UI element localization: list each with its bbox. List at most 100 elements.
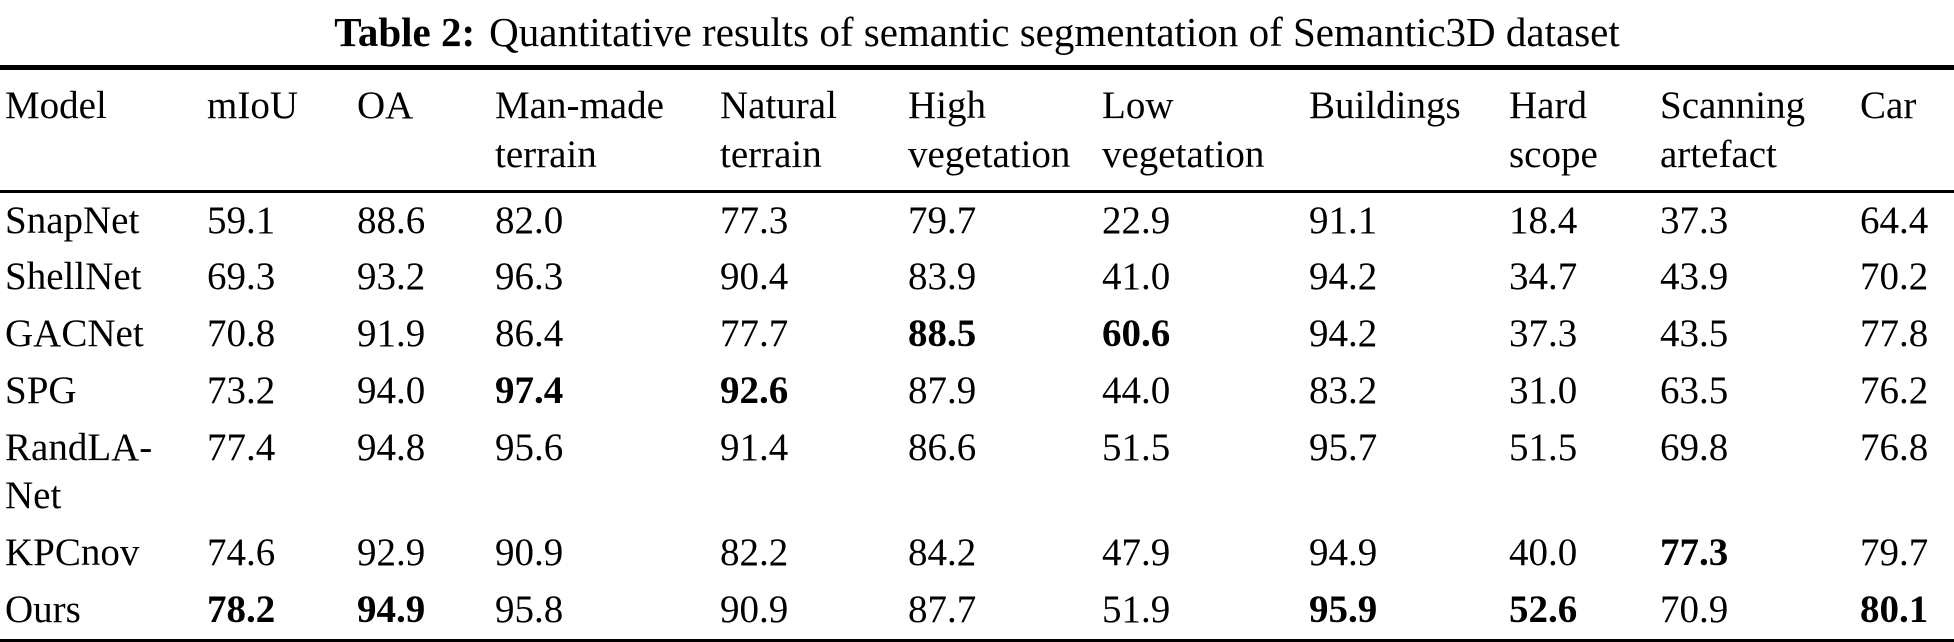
table-cell: 79.7	[908, 198, 977, 242]
table-row-snapnet: SnapNet 59.1 88.6 82.0 77.3 79.7 22.9 91…	[0, 191, 1954, 249]
column-header-oa: OA	[357, 67, 495, 193]
column-header-high-vegetation: High vegetation	[908, 67, 1102, 193]
table-cell: 34.7	[1509, 255, 1578, 299]
table-row-ours: Ours 78.2 94.9 95.8 90.9 87.7 51.9 95.9 …	[0, 582, 1954, 641]
table-cell: 87.7	[908, 587, 977, 631]
table-cell: 95.8	[495, 587, 564, 631]
table-cell: 97.4	[495, 368, 564, 412]
table-cell: 94.2	[1309, 312, 1378, 355]
model-name: ShellNet	[5, 255, 142, 299]
table-cell: 87.9	[908, 368, 977, 412]
table-cell: 60.6	[1102, 312, 1171, 355]
table-cell: 77.3	[720, 198, 789, 242]
table-cell: 92.6	[720, 368, 789, 412]
table-cell: 70.8	[207, 312, 276, 355]
column-header-hard-scope: Hard scope	[1509, 67, 1660, 193]
table-cell: 37.3	[1660, 198, 1729, 242]
table-cell: 95.9	[1309, 587, 1378, 631]
table-cell: 86.4	[495, 312, 564, 355]
table-cell: 94.2	[1309, 255, 1378, 299]
table-cell: 51.5	[1102, 425, 1171, 469]
table-cell: 90.9	[495, 531, 564, 574]
table-cell: 69.3	[207, 255, 276, 299]
table-cell: 77.3	[1660, 531, 1729, 574]
column-header-natural-terrain: Natural terrain	[720, 67, 908, 193]
column-header-scanning-artefact: Scanning artefact	[1660, 67, 1860, 193]
table-cell: 43.5	[1660, 312, 1729, 355]
table-cell: 43.9	[1660, 255, 1729, 299]
table-cell: 91.1	[1309, 198, 1378, 242]
table-cell: 77.7	[720, 312, 789, 355]
table-cell: 52.6	[1509, 587, 1578, 631]
table-cell: 94.0	[357, 368, 426, 412]
table-cell: 70.9	[1660, 587, 1729, 631]
table-cell: 44.0	[1102, 368, 1171, 412]
model-name: SnapNet	[5, 198, 140, 242]
table-cell: 80.1	[1860, 587, 1929, 631]
table-cell: 88.6	[357, 198, 426, 242]
table-caption-label: Table 2:	[334, 9, 476, 55]
table-cell: 91.9	[357, 312, 426, 355]
table-cell: 90.9	[720, 587, 789, 631]
table-cell: 83.9	[908, 255, 977, 299]
table-cell: 51.9	[1102, 587, 1171, 631]
table-cell: 41.0	[1102, 255, 1171, 299]
table-caption-text: Quantitative results of semantic segment…	[489, 9, 1620, 55]
table-caption: Table 2: Quantitative results of semantic…	[0, 0, 1954, 65]
table-cell: 86.6	[908, 425, 977, 469]
column-header-miou: mIoU	[207, 67, 357, 193]
table-cell: 76.8	[1860, 425, 1929, 469]
table-cell: 22.9	[1102, 198, 1171, 242]
table-cell: 31.0	[1509, 368, 1578, 412]
table-cell: 73.2	[207, 368, 276, 412]
table-cell: 40.0	[1509, 531, 1578, 574]
table-cell: 95.7	[1309, 425, 1378, 469]
column-header-model: Model	[0, 67, 207, 193]
table-row-shellnet: ShellNet 69.3 93.2 96.3 90.4 83.9 41.0 9…	[0, 249, 1954, 306]
table-cell: 78.2	[207, 587, 276, 631]
table-cell: 77.4	[207, 425, 276, 469]
table-row-gacnet: GACNet 70.8 91.9 86.4 77.7 88.5 60.6 94.…	[0, 306, 1954, 363]
model-name: Ours	[5, 587, 81, 631]
table-cell: 79.7	[1860, 531, 1929, 574]
model-name: SPG	[5, 368, 77, 412]
table-cell: 74.6	[207, 531, 276, 574]
table-cell: 82.2	[720, 531, 789, 574]
table-cell: 88.5	[908, 312, 977, 355]
table-cell: 59.1	[207, 198, 276, 242]
table-cell: 82.0	[495, 198, 564, 242]
column-header-man-made-terrain: Man-made terrain	[495, 67, 720, 193]
table-cell: 90.4	[720, 255, 789, 299]
model-name: RandLA-Net	[5, 425, 153, 518]
table-cell: 95.6	[495, 425, 564, 469]
table-row-randla-net: RandLA-Net 77.4 94.8 95.6 91.4 86.6 51.5…	[0, 420, 1954, 526]
table-cell: 47.9	[1102, 531, 1171, 574]
table-row-spg: SPG 73.2 94.0 97.4 92.6 87.9 44.0 83.2 3…	[0, 363, 1954, 420]
table-cell: 83.2	[1309, 368, 1378, 412]
table-cell: 51.5	[1509, 425, 1578, 469]
model-name: KPCnov	[5, 531, 140, 574]
table-cell: 84.2	[908, 531, 977, 574]
table-cell: 93.2	[357, 255, 426, 299]
table-cell: 37.3	[1509, 312, 1578, 355]
table-cell: 18.4	[1509, 198, 1578, 242]
model-name: GACNet	[5, 312, 144, 355]
table-cell: 94.9	[1309, 531, 1378, 574]
table-header-row: Model mIoU OA Man-made terrain Natural t…	[0, 67, 1954, 193]
table-cell: 77.8	[1860, 312, 1929, 355]
column-header-buildings: Buildings	[1309, 67, 1509, 193]
column-header-low-vegetation: Low vegetation	[1102, 67, 1309, 193]
table-cell: 70.2	[1860, 255, 1929, 299]
table-cell: 94.9	[357, 587, 426, 631]
table-cell: 91.4	[720, 425, 789, 469]
table-cell: 69.8	[1660, 425, 1729, 469]
results-table: Model mIoU OA Man-made terrain Natural t…	[0, 65, 1954, 642]
table-cell: 64.4	[1860, 198, 1929, 242]
table-cell: 94.8	[357, 425, 426, 469]
table-cell: 96.3	[495, 255, 564, 299]
table-cell: 63.5	[1660, 368, 1729, 412]
table-row-kpcnov: KPCnov 74.6 92.9 90.9 82.2 84.2 47.9 94.…	[0, 525, 1954, 582]
column-header-car: Car	[1860, 67, 1954, 193]
table-cell: 76.2	[1860, 368, 1929, 412]
